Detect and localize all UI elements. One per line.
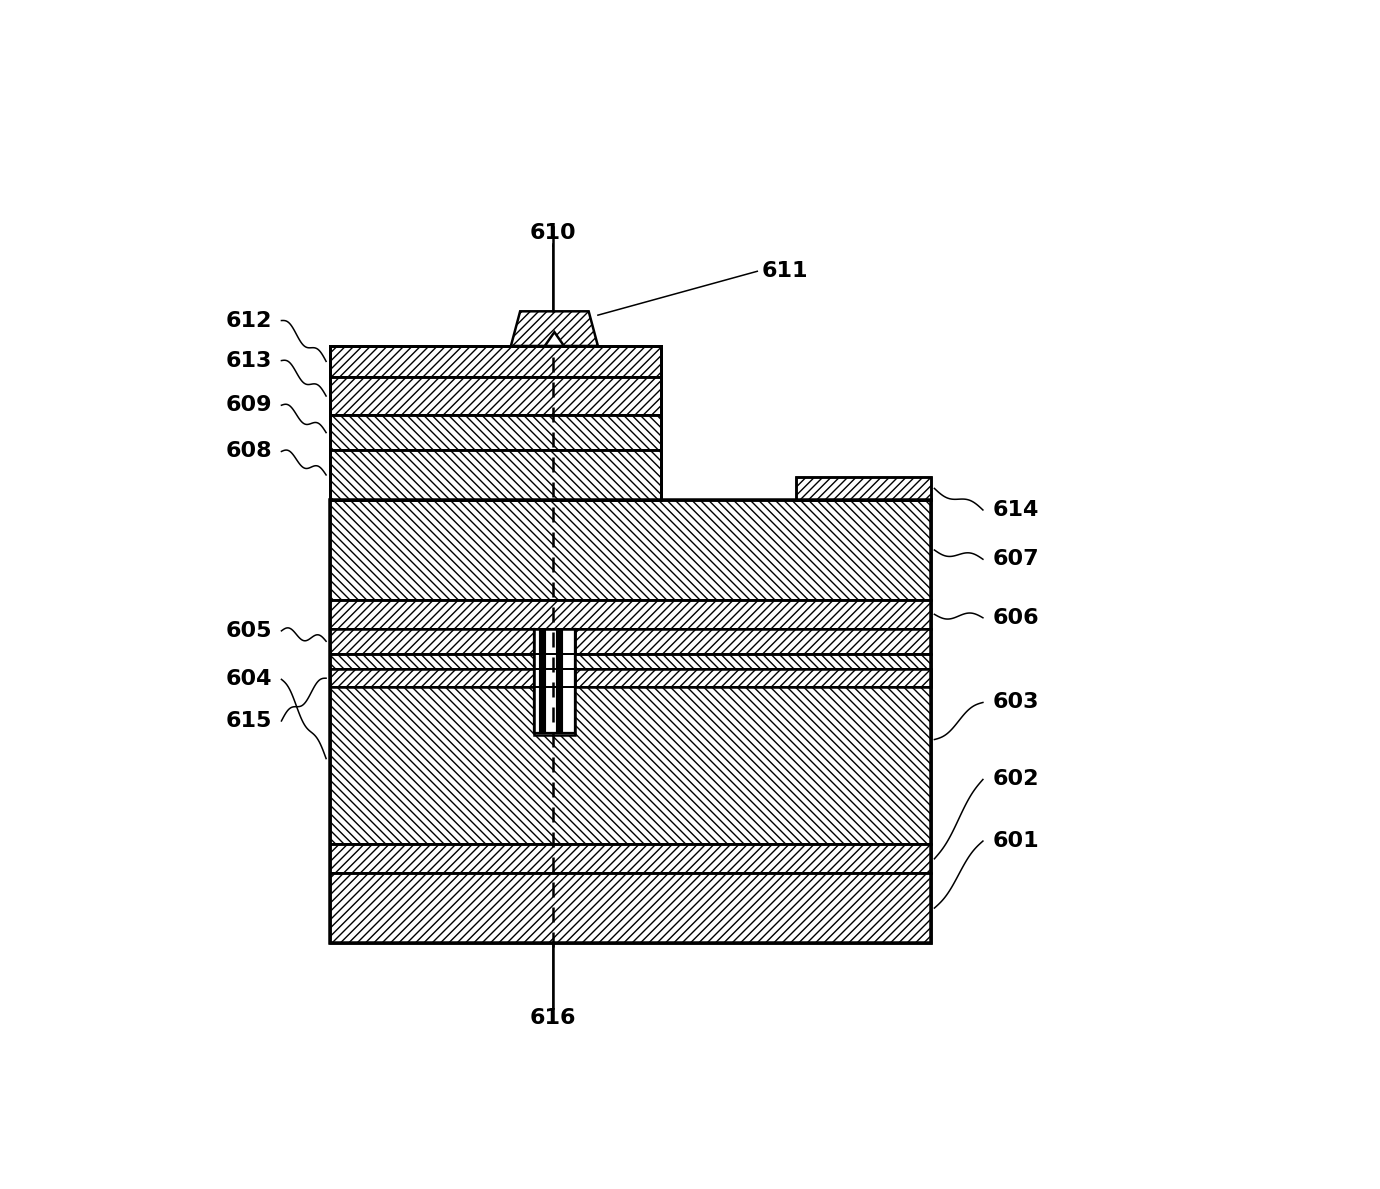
Bar	[534, 629, 575, 735]
Bar	[330, 346, 661, 499]
Bar	[540, 629, 545, 734]
Bar	[330, 629, 534, 654]
Text: 602: 602	[992, 769, 1039, 789]
Bar	[556, 629, 562, 734]
Bar	[575, 669, 930, 687]
Text: 610: 610	[530, 222, 577, 243]
Text: 605: 605	[226, 621, 272, 641]
Text: 608: 608	[225, 441, 272, 461]
Text: 603: 603	[992, 692, 1039, 712]
Bar	[330, 415, 661, 449]
Text: 604: 604	[226, 669, 272, 690]
Text: 609: 609	[226, 395, 272, 415]
Bar	[796, 477, 930, 499]
Polygon shape	[545, 332, 564, 346]
Bar	[330, 449, 661, 499]
Text: 612: 612	[226, 310, 272, 331]
Bar	[330, 669, 534, 687]
Bar	[330, 654, 930, 844]
Polygon shape	[511, 312, 598, 346]
Bar	[330, 600, 930, 629]
Text: 611: 611	[762, 262, 807, 282]
Bar	[575, 629, 930, 654]
Text: 614: 614	[992, 499, 1039, 520]
Bar	[330, 499, 930, 943]
Bar	[330, 346, 661, 377]
Bar	[330, 874, 930, 943]
Text: 601: 601	[992, 831, 1039, 851]
Bar	[330, 499, 930, 600]
Text: 616: 616	[530, 1008, 577, 1028]
Bar	[796, 477, 930, 499]
Bar	[330, 377, 661, 415]
Bar	[330, 844, 930, 874]
Text: 607: 607	[992, 549, 1039, 570]
Text: 606: 606	[992, 608, 1039, 628]
Text: 613: 613	[226, 351, 272, 371]
Text: 615: 615	[226, 711, 272, 731]
